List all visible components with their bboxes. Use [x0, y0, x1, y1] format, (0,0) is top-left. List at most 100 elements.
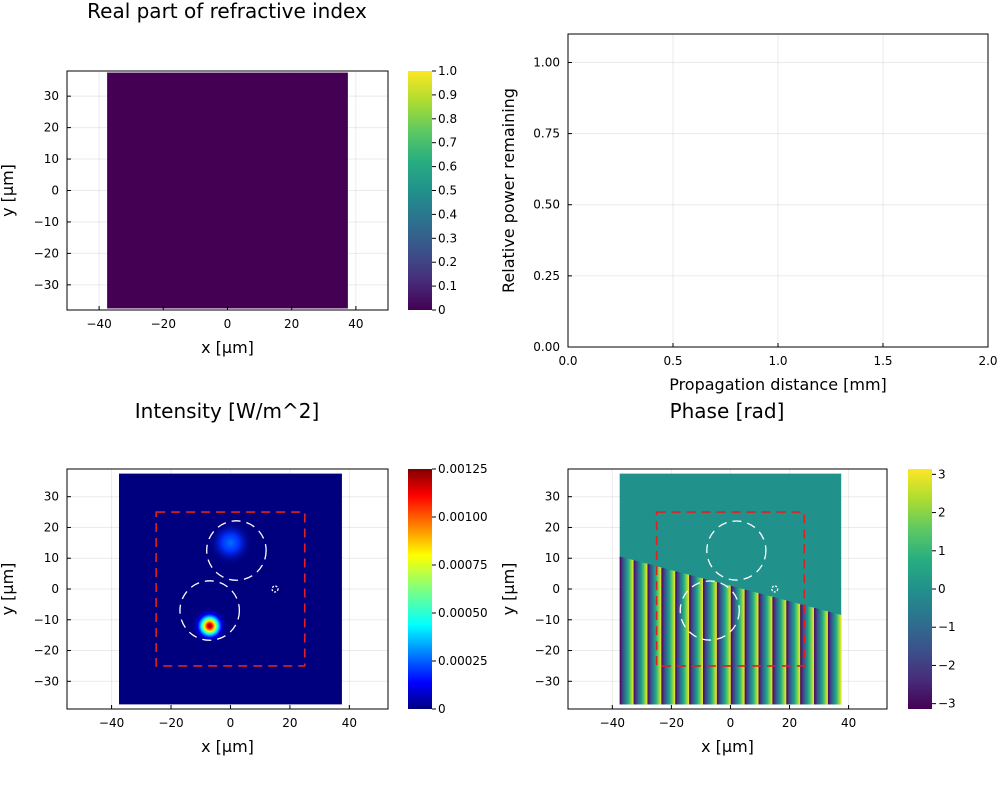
x-tick-label: −20 — [158, 716, 183, 730]
phase-stripe-slice — [725, 584, 727, 705]
phase-stripe-slice — [624, 558, 627, 705]
y-tick-label: 10 — [44, 551, 59, 565]
dashed-region-rectangle — [155, 511, 306, 667]
phase-stripe-slice — [734, 586, 736, 705]
phase-stripe-slice — [820, 609, 823, 705]
phase-stripe-slice — [750, 591, 752, 705]
y-tick-label: −30 — [535, 674, 560, 688]
phase-stripe-slice — [776, 598, 779, 705]
phase-stripe-slice — [775, 597, 778, 705]
phase-stripe-slice — [810, 607, 812, 705]
phase-stripe-slice — [655, 566, 657, 705]
phase-stripe-slice — [742, 589, 745, 705]
phase-stripe-slice — [792, 602, 794, 705]
phase-stripe-slice — [710, 580, 713, 705]
phase-stripe-slice — [661, 567, 663, 705]
colorbar-tick-label: 0 — [438, 702, 446, 716]
phase-stripe-slice — [759, 593, 761, 705]
phase-stripe-slice — [694, 576, 696, 705]
region-overlay — [155, 511, 306, 667]
phase-stripe-slice — [658, 566, 661, 705]
colorbar — [408, 469, 432, 709]
x-axis-label: Propagation distance [mm] — [669, 375, 887, 394]
phase-stripe-slice — [743, 589, 746, 705]
phase-stripe-slice — [656, 566, 658, 705]
phase-stripe-slice — [705, 579, 707, 705]
phase-stripe-slice — [793, 602, 795, 705]
y-tick-label: 0.50 — [533, 198, 560, 212]
x-tick-label: 40 — [841, 716, 856, 730]
colorbar-tick-label: 0.1 — [438, 279, 457, 293]
phase-stripe-slice — [813, 607, 815, 705]
phase-stripe-slice — [676, 571, 678, 705]
phase-stripe-slice — [711, 580, 713, 705]
phase-stripe-slice — [644, 563, 647, 705]
phase-stripe-slice — [714, 581, 716, 705]
phase-stripe-slice — [827, 611, 830, 705]
phase-stripe-slice — [673, 570, 675, 705]
phase-stripe-slice — [814, 607, 816, 705]
x-tick-label: 20 — [282, 716, 297, 730]
y-tick-label: −20 — [34, 246, 59, 260]
phase-stripe-slice — [741, 588, 743, 705]
colorbar-tick-label: 0.5 — [438, 184, 457, 198]
phase-stripe-slice — [685, 574, 687, 705]
phase-stripe-slice — [698, 577, 700, 705]
phase-stripe-slice — [826, 611, 828, 705]
dashed-core-circle — [271, 585, 279, 593]
phase-stripe-slice — [830, 612, 832, 705]
phase-stripe-slice — [746, 590, 748, 705]
phase-stripe-slice — [777, 598, 779, 705]
phase-stripe-slice — [731, 586, 733, 705]
phase-stripe-slice — [659, 567, 661, 705]
colorbar-tick-label: 0 — [438, 303, 446, 317]
phase-stripe-slice — [806, 605, 808, 705]
x-tick-label: 0 — [227, 716, 235, 730]
y-tick-label: 0.00 — [533, 340, 560, 354]
phase-stripe-slice — [797, 603, 799, 705]
dashed-core-circle — [179, 580, 241, 641]
phase-stripe-slice — [740, 588, 742, 705]
phase-stripe-slice — [758, 593, 760, 705]
phase-stripe-slice — [755, 592, 758, 705]
dashed-core-circle — [206, 520, 267, 581]
phase-stripe-slice — [709, 580, 711, 705]
phase-stripe-slice — [718, 582, 720, 705]
phase-stripe-slice — [683, 573, 685, 705]
colorbar-tick-label: 0 — [938, 582, 946, 596]
phase-stripe-slice — [756, 592, 759, 705]
colorbar-tick-label: 1 — [938, 544, 946, 558]
phase-stripe-slice — [721, 583, 723, 705]
phase-stripe-slice — [712, 581, 714, 705]
phase-stripe-slice — [837, 614, 839, 705]
phase-stripe-slice — [676, 571, 679, 705]
phase-stripe-slice — [663, 568, 666, 705]
phase-stripe-slice — [630, 559, 632, 705]
phase-stripe-slice — [715, 581, 717, 705]
phase-stripe-slice — [696, 576, 698, 705]
x-axis-label: x [µm] — [701, 737, 754, 756]
colorbar-tick-label: −1 — [938, 620, 956, 634]
phase-stripe-slice — [749, 591, 752, 705]
phase-stripe-slice — [811, 607, 813, 705]
x-tick-label: 1.5 — [873, 354, 892, 368]
phase-stripe-slice — [735, 587, 738, 705]
phase-stripe-slice — [795, 603, 798, 705]
dashed-core-circle — [771, 585, 779, 593]
phase-stripe-slice — [834, 613, 836, 705]
phase-stripe-slice — [760, 593, 762, 705]
phase-stripe-slice — [722, 583, 724, 705]
phase-stripe-slice — [809, 606, 811, 705]
phase-stripe-slice — [674, 571, 676, 705]
phase-stripe-slice — [772, 596, 774, 705]
x-axis-ticks: −40 −20 0 20 40 — [86, 306, 364, 331]
phase-stripe-slice — [738, 588, 740, 705]
phase-stripe-slice — [699, 577, 701, 705]
phase-stripe-slice — [825, 610, 827, 705]
y-tick-label: 20 — [44, 121, 59, 135]
x-axis-ticks: −40 −20 0 20 40 — [600, 705, 856, 730]
intensity-field — [119, 473, 342, 705]
colorbar-tick-label: 0.00100 — [438, 510, 488, 524]
phase-stripe-slice — [647, 564, 649, 705]
phase-stripe-slice — [767, 595, 769, 705]
